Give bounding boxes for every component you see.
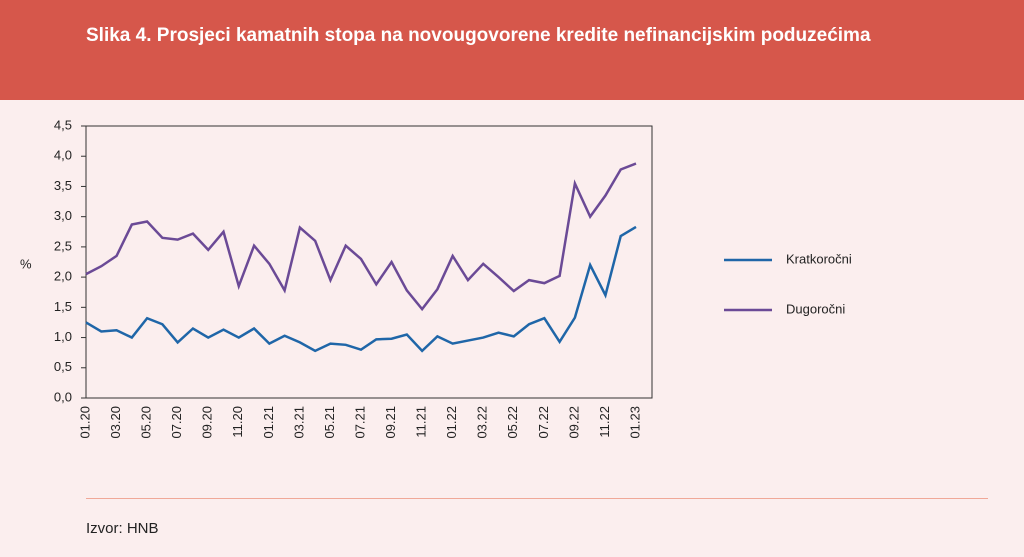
x-tick-label: 05.20 <box>139 406 154 439</box>
x-tick-label: 07.20 <box>169 406 184 439</box>
x-tick-label: 03.22 <box>475 406 490 439</box>
y-tick-label: 2,5 <box>54 238 72 253</box>
legend-label: Dugoročni <box>786 301 845 316</box>
x-tick-label: 11.20 <box>230 406 245 438</box>
y-tick-label: 0,0 <box>54 389 72 404</box>
x-tick-label: 11.21 <box>414 406 429 438</box>
separator <box>86 498 988 499</box>
series-line <box>85 225 637 353</box>
source: Izvor: HNB <box>86 520 159 537</box>
x-tick-label: 05.22 <box>505 406 520 439</box>
x-tick-label: 05.21 <box>322 406 337 439</box>
x-tick-label: 01.20 <box>77 406 92 439</box>
x-tick-label: 01.21 <box>261 406 276 439</box>
y-tick-label: 1,5 <box>54 299 72 314</box>
y-tick-label: 1,0 <box>54 329 72 344</box>
x-tick-label: 01.23 <box>627 406 642 439</box>
plot-frame <box>85 125 653 399</box>
x-tick-label: 07.21 <box>352 406 367 439</box>
x-tick-label: 09.20 <box>200 406 215 439</box>
header: Slika 4. Prosjeci kamatnih stopa na novo… <box>0 0 1024 100</box>
y-tick-label: 3,5 <box>54 178 72 193</box>
series-line <box>85 162 637 312</box>
y-tick-label: 4,5 <box>54 117 72 132</box>
y-tick-label: 0,5 <box>54 359 72 374</box>
x-tick-label: 11.22 <box>597 406 612 438</box>
y-tick-label: 3,0 <box>54 208 72 223</box>
y-axis-label: % <box>20 256 32 271</box>
x-tick-label: 07.22 <box>536 406 551 439</box>
x-tick-label: 03.20 <box>108 406 123 439</box>
x-tick-label: 09.21 <box>383 406 398 439</box>
x-tick-label: 09.22 <box>566 406 581 439</box>
y-tick-label: 2,0 <box>54 269 72 284</box>
legend-label: Kratkoročni <box>786 251 852 266</box>
title: Slika 4. Prosjeci kamatnih stopa na novo… <box>86 25 871 46</box>
y-tick-label: 4,0 <box>54 148 72 163</box>
x-tick-label: 01.22 <box>444 406 459 439</box>
x-tick-label: 03.21 <box>291 406 306 439</box>
